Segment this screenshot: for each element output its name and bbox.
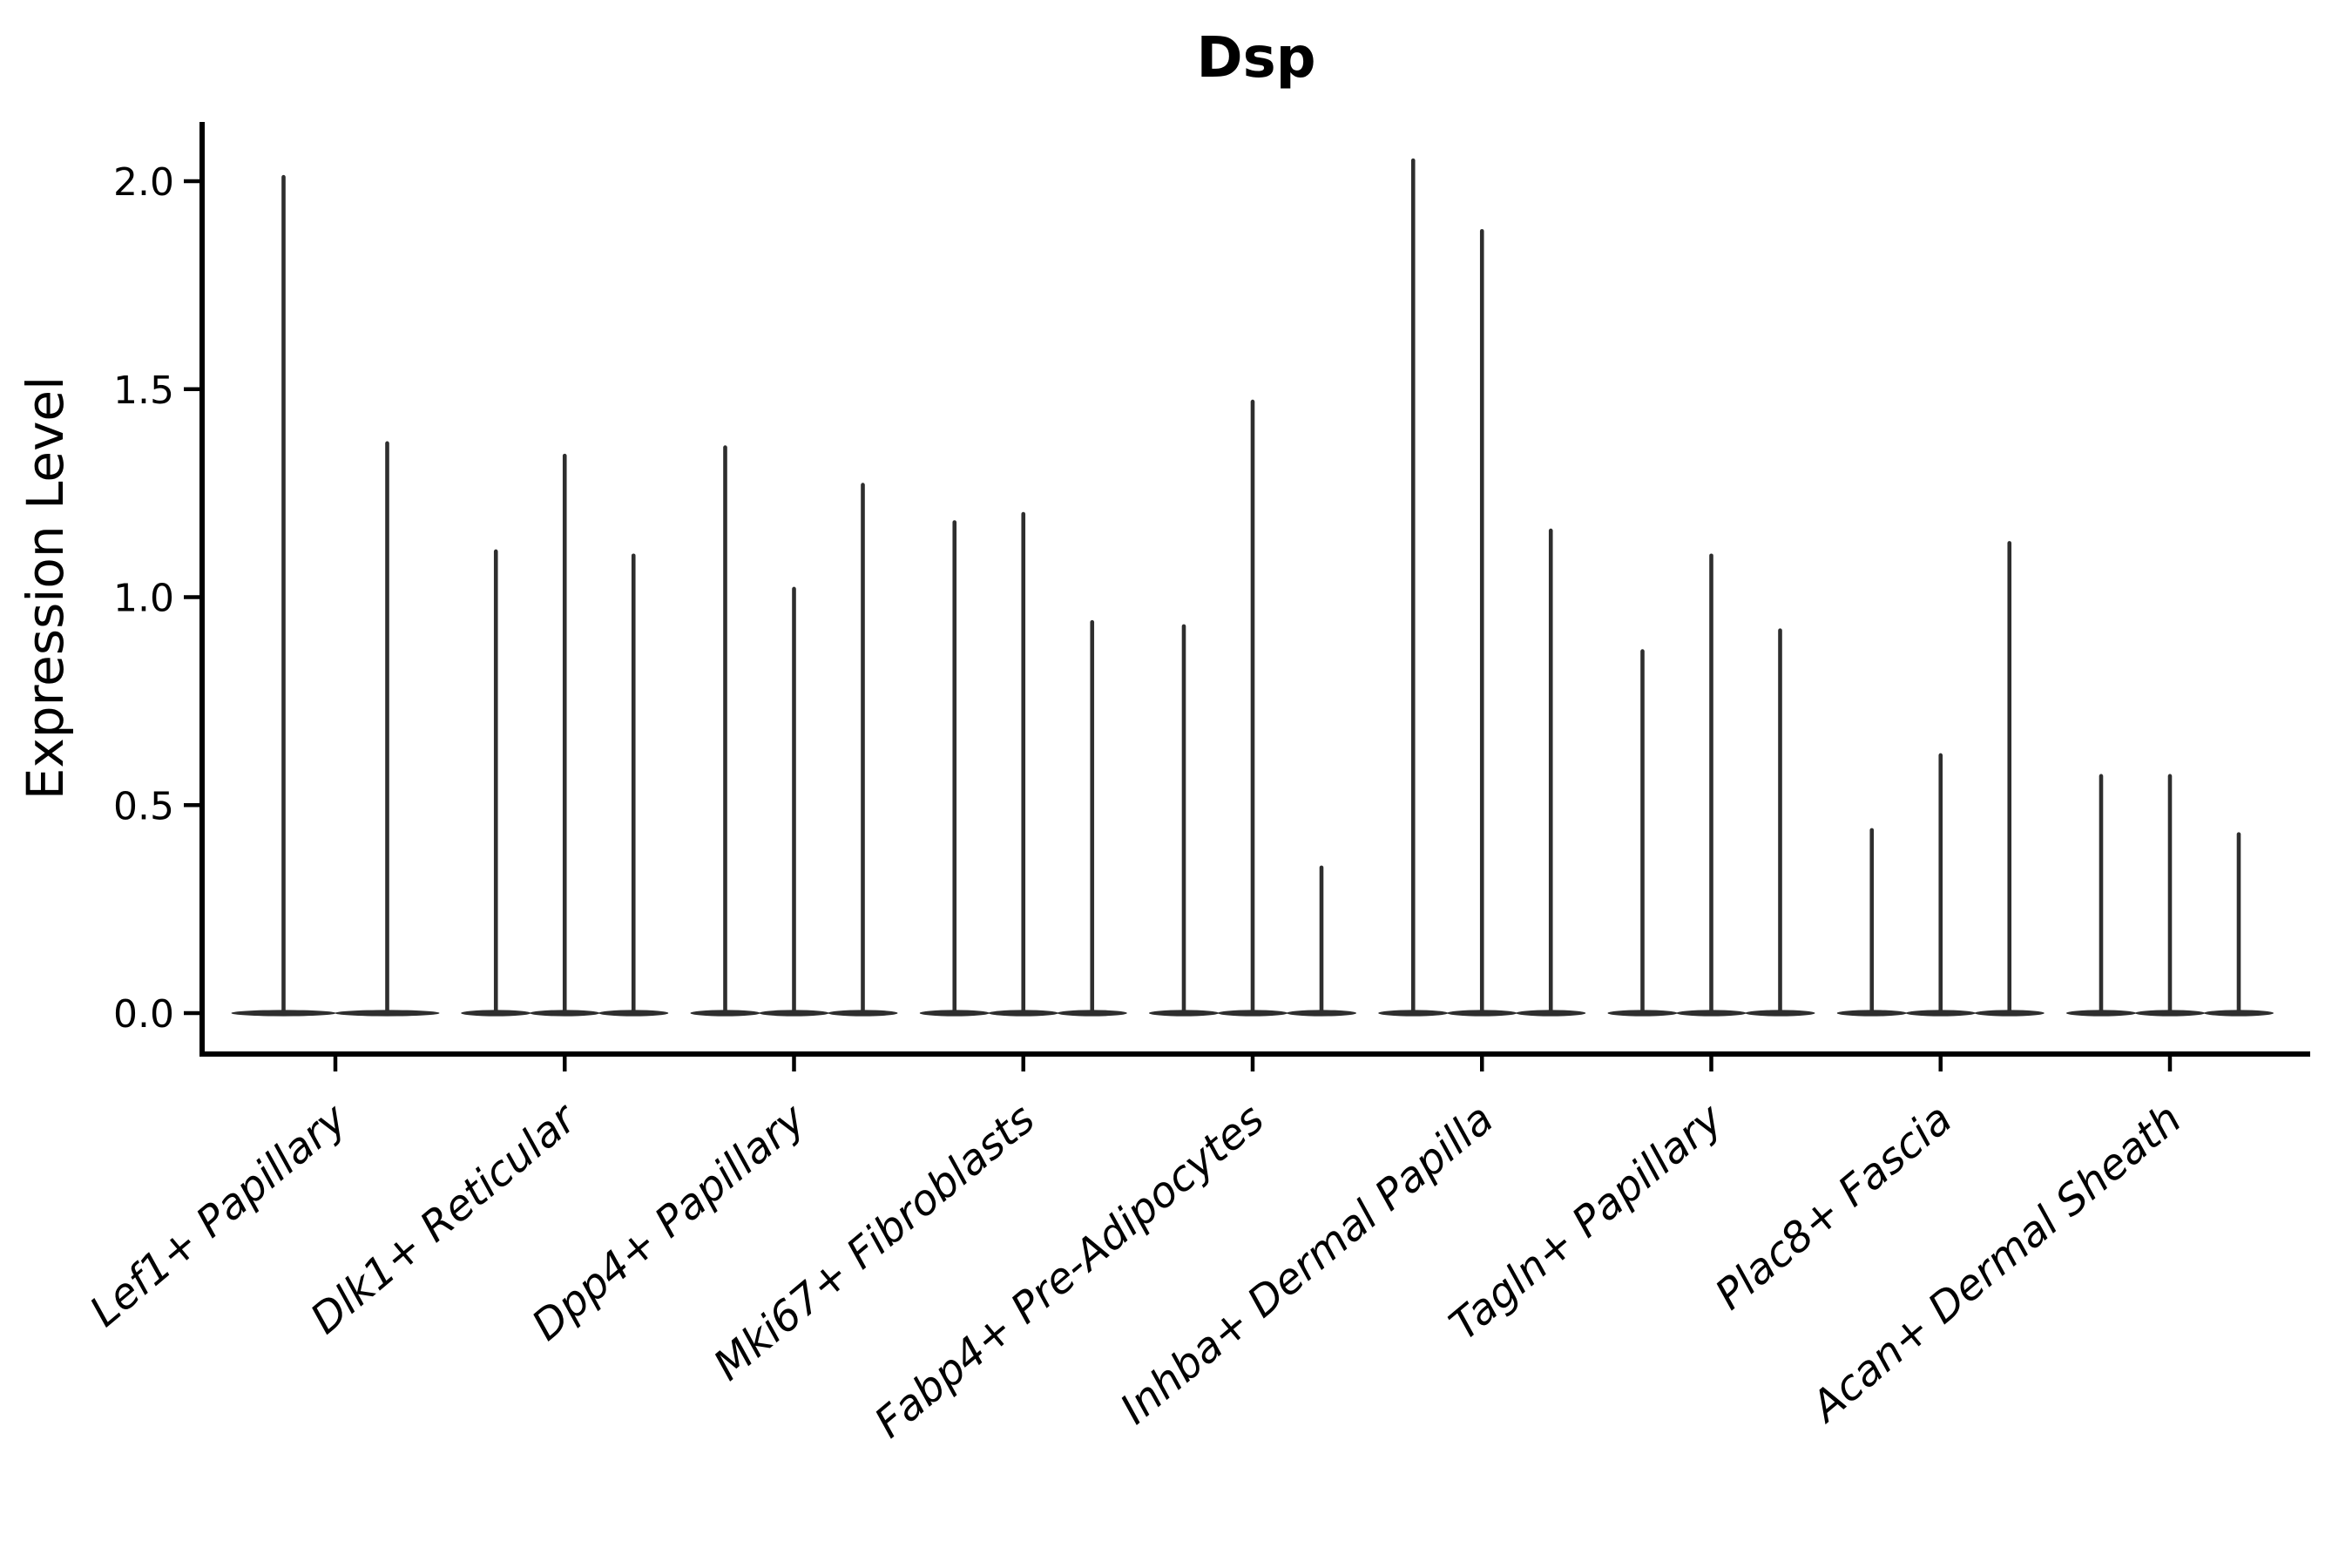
x-category-label: Fabp4+ Pre-Adipocytes [866, 1094, 1274, 1448]
x-category-label: Inhba+ Dermal Papilla [1112, 1094, 1503, 1434]
x-category-label: Plac8+ Fascia [1707, 1094, 1962, 1319]
y-tick-label: 2.0 [113, 160, 174, 205]
y-tick-label: 1.5 [113, 368, 174, 413]
chart-title: Dsp [1196, 26, 1315, 91]
y-tick-label: 1.0 [113, 577, 174, 621]
y-axis-label: Expression Level [16, 376, 75, 800]
y-tick-label: 0.5 [113, 784, 174, 828]
x-category-label: Acan+ Dermal Sheath [1801, 1094, 2191, 1432]
y-tick-label: 0.0 [113, 992, 174, 1037]
